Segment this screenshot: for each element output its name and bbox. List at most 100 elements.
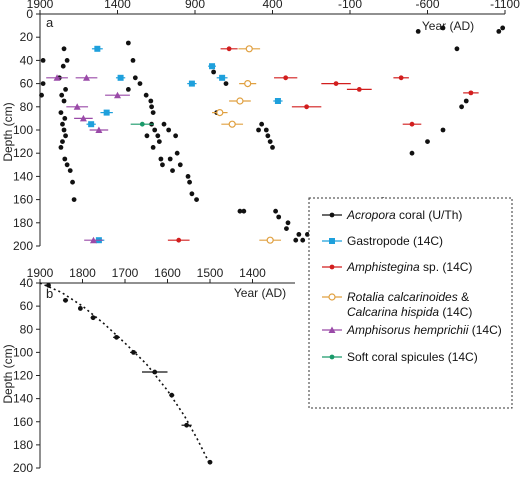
legend-item-gastropod: Gastropode (14C) xyxy=(322,234,443,248)
panel-b-y-ticks: 40 60 80 100 120 140 160 180 200 xyxy=(13,276,40,475)
point-coral xyxy=(39,92,44,98)
point-coral xyxy=(132,75,138,81)
series-gastropod xyxy=(86,45,283,244)
point-rotalia xyxy=(236,97,244,105)
point-coral xyxy=(64,162,70,168)
point-amphistegina xyxy=(398,75,404,81)
legend-label-rotalia-line2: Calcarina hispida (14C) xyxy=(347,305,472,319)
point-coral xyxy=(58,145,64,150)
panel-a-y-tick-label: 200 xyxy=(13,239,33,253)
point-coral xyxy=(40,58,46,63)
panel-b-x-tick-label: 1800 xyxy=(69,266,96,280)
point-coral xyxy=(149,104,155,110)
point-coral xyxy=(409,150,415,156)
point-coral xyxy=(155,133,161,139)
point-coral xyxy=(167,156,173,162)
point-coral xyxy=(150,145,156,150)
point-amphistegina xyxy=(356,87,362,92)
legend-item-coral: Acropora coral (U/Th) xyxy=(322,208,462,222)
panel-a-label: a xyxy=(46,15,54,30)
legend-swatch-marker xyxy=(329,238,335,244)
point-amphisorus xyxy=(89,236,97,244)
panel-b-x-tick-label: 1400 xyxy=(239,266,266,280)
point-coral xyxy=(125,87,131,92)
panel-b-y-tick-label: 160 xyxy=(13,415,33,429)
point-coral xyxy=(174,150,180,156)
point-coral xyxy=(144,133,150,139)
point-coral xyxy=(173,133,179,139)
panel-a-y-tick-label: 160 xyxy=(13,193,33,207)
point-coral xyxy=(211,69,217,75)
panel-b-x-tick-label: 1700 xyxy=(112,266,139,280)
panel-a-x-tick-label: 900 xyxy=(185,0,205,11)
point-coral xyxy=(156,139,162,145)
point-coral xyxy=(207,459,213,465)
panel-b-y-tick-label: 40 xyxy=(20,276,34,290)
point-coral xyxy=(62,156,68,162)
panel-a-y-tick-label: 180 xyxy=(13,216,33,230)
panel-a-y-tick-label: 20 xyxy=(20,30,34,44)
point-amphisorus xyxy=(95,126,103,133)
point-soft_coral xyxy=(139,121,145,127)
point-coral xyxy=(425,139,430,145)
point-coral xyxy=(185,174,191,179)
point-rotalia xyxy=(228,120,236,128)
point-coral xyxy=(170,168,175,174)
point-amphisorus xyxy=(79,114,87,122)
point-coral xyxy=(61,46,67,52)
legend-swatch-marker xyxy=(328,326,336,333)
point-rotalia xyxy=(244,79,252,88)
panel-b-x-tick-label: 1600 xyxy=(154,266,181,280)
point-coral xyxy=(285,220,291,226)
panel-a-x-tick-label: 400 xyxy=(262,0,282,11)
point-coral xyxy=(189,191,195,197)
point-coral xyxy=(125,40,131,46)
panel-a-x-tick-label: -1100 xyxy=(490,0,520,11)
panel-a: a Year (AD) Depth (cm) 1900 1400 900 400 -10… xyxy=(1,0,520,253)
point-coral xyxy=(267,139,273,145)
point-coral xyxy=(166,127,172,133)
point-coral xyxy=(152,127,158,133)
point-coral xyxy=(67,168,73,174)
panel-b-x-axis-title: Year (AD) xyxy=(234,286,286,300)
legend-item-soft_coral: Soft coral spicules (14C) xyxy=(322,350,478,364)
point-coral xyxy=(463,98,469,104)
point-coral xyxy=(158,156,164,162)
point-coral xyxy=(263,127,269,133)
panel-a-x-tick-label: 1900 xyxy=(27,0,54,11)
point-coral xyxy=(143,92,149,98)
point-rotalia xyxy=(245,45,253,53)
point-coral xyxy=(284,226,289,232)
point-coral xyxy=(59,92,65,98)
legend-box xyxy=(308,197,513,409)
panel-a-x-axis-title: Year (AD) xyxy=(422,19,474,33)
point-amphistegina xyxy=(176,237,182,243)
panel-b-x-ticks: 1900 1800 1700 1600 1500 1400 xyxy=(27,266,266,283)
point-coral xyxy=(184,422,190,428)
point-coral xyxy=(223,81,229,86)
point-gastropod xyxy=(103,109,110,116)
series-rotalia xyxy=(212,45,282,244)
point-coral xyxy=(62,116,68,121)
legend-label-amphistegina: Amphistegina sp. (14C) xyxy=(346,260,472,274)
panel-b-y-tick-label: 60 xyxy=(20,299,34,313)
panel-a-y-tick-label: 0 xyxy=(26,7,33,21)
point-coral xyxy=(77,306,83,311)
point-coral xyxy=(293,237,299,243)
point-amphistegina xyxy=(304,104,309,110)
point-coral xyxy=(61,98,67,104)
point-coral xyxy=(454,46,460,52)
panel-a-x-tick-label: -600 xyxy=(415,0,439,11)
panel-b-y-tick-label: 100 xyxy=(13,345,33,359)
legend-item-rotalia: Rotalia calcarinoides &Calcarina hispida… xyxy=(322,290,472,319)
point-coral xyxy=(187,179,192,185)
panel-a-y-tick-label: 60 xyxy=(20,77,34,91)
panel-a-y-ticks: 0 20 40 60 80 100 120 140 160 180 200 xyxy=(13,7,40,253)
point-coral xyxy=(160,162,165,168)
point-coral xyxy=(131,349,136,355)
panel-a-y-axis-title: Depth (cm) xyxy=(1,102,15,161)
point-rotalia xyxy=(216,108,224,117)
trend-line xyxy=(39,282,211,465)
point-coral xyxy=(177,162,183,168)
point-gastropod xyxy=(209,63,216,70)
